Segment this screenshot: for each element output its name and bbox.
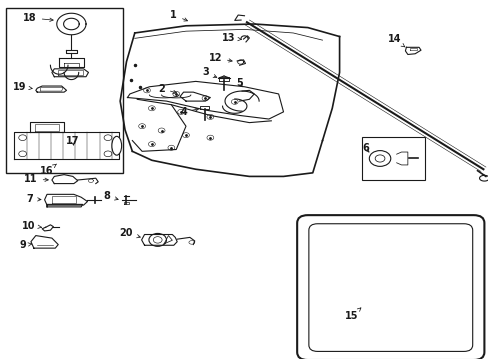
Text: 6: 6 bbox=[361, 143, 368, 153]
Text: 17: 17 bbox=[66, 136, 80, 146]
Text: 20: 20 bbox=[120, 228, 140, 238]
Bar bbox=[5, 8, 122, 173]
Text: 16: 16 bbox=[40, 164, 57, 176]
Text: 2: 2 bbox=[158, 84, 176, 94]
FancyBboxPatch shape bbox=[297, 215, 484, 360]
Text: 14: 14 bbox=[387, 35, 404, 47]
Text: 10: 10 bbox=[22, 221, 41, 230]
Text: 9: 9 bbox=[19, 240, 32, 250]
Text: 11: 11 bbox=[24, 174, 48, 184]
Text: 15: 15 bbox=[345, 308, 360, 321]
FancyBboxPatch shape bbox=[308, 224, 472, 351]
Text: 3: 3 bbox=[202, 67, 216, 78]
Text: 7: 7 bbox=[26, 194, 41, 204]
Text: 4: 4 bbox=[180, 107, 198, 117]
Text: 19: 19 bbox=[13, 82, 32, 92]
Bar bbox=[361, 137, 424, 180]
Text: 1: 1 bbox=[170, 10, 187, 21]
Text: 8: 8 bbox=[103, 191, 118, 201]
Text: 18: 18 bbox=[23, 13, 53, 23]
Text: 12: 12 bbox=[208, 53, 232, 63]
Text: 5: 5 bbox=[236, 78, 243, 88]
Text: 13: 13 bbox=[222, 33, 241, 43]
Ellipse shape bbox=[112, 136, 122, 155]
